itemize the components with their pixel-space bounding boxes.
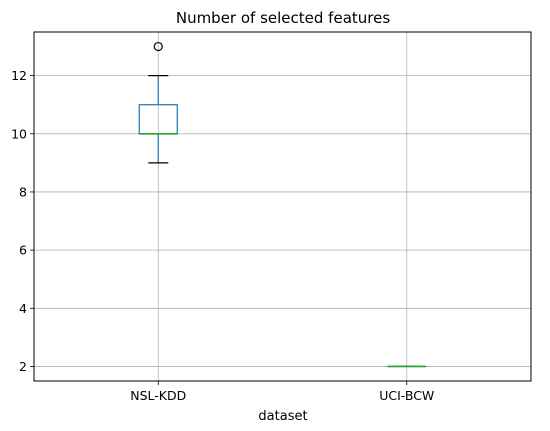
y-tick-label: 10 <box>11 126 27 141</box>
grid-lines <box>34 32 531 381</box>
plot-frame <box>33 31 532 382</box>
box-plot-series <box>138 41 427 368</box>
y-tick-label: 6 <box>19 243 27 258</box>
y-tick-label: 12 <box>11 68 27 83</box>
y-tick-label: 2 <box>19 359 27 374</box>
x-axis-ticks: NSL-KDD UCI-BCW <box>130 381 434 403</box>
outlier-point <box>153 41 163 52</box>
x-tick-label: NSL-KDD <box>130 388 186 403</box>
x-axis-label: dataset <box>258 409 307 424</box>
x-tick-label: UCI-BCW <box>379 388 434 403</box>
y-tick-label: 4 <box>19 301 27 316</box>
y-axis-ticks: 2 4 6 8 10 12 <box>11 68 34 374</box>
box-nsl-kdd <box>138 41 178 164</box>
y-tick-label: 8 <box>19 184 27 199</box>
chart-title: Number of selected features <box>176 9 390 27</box>
